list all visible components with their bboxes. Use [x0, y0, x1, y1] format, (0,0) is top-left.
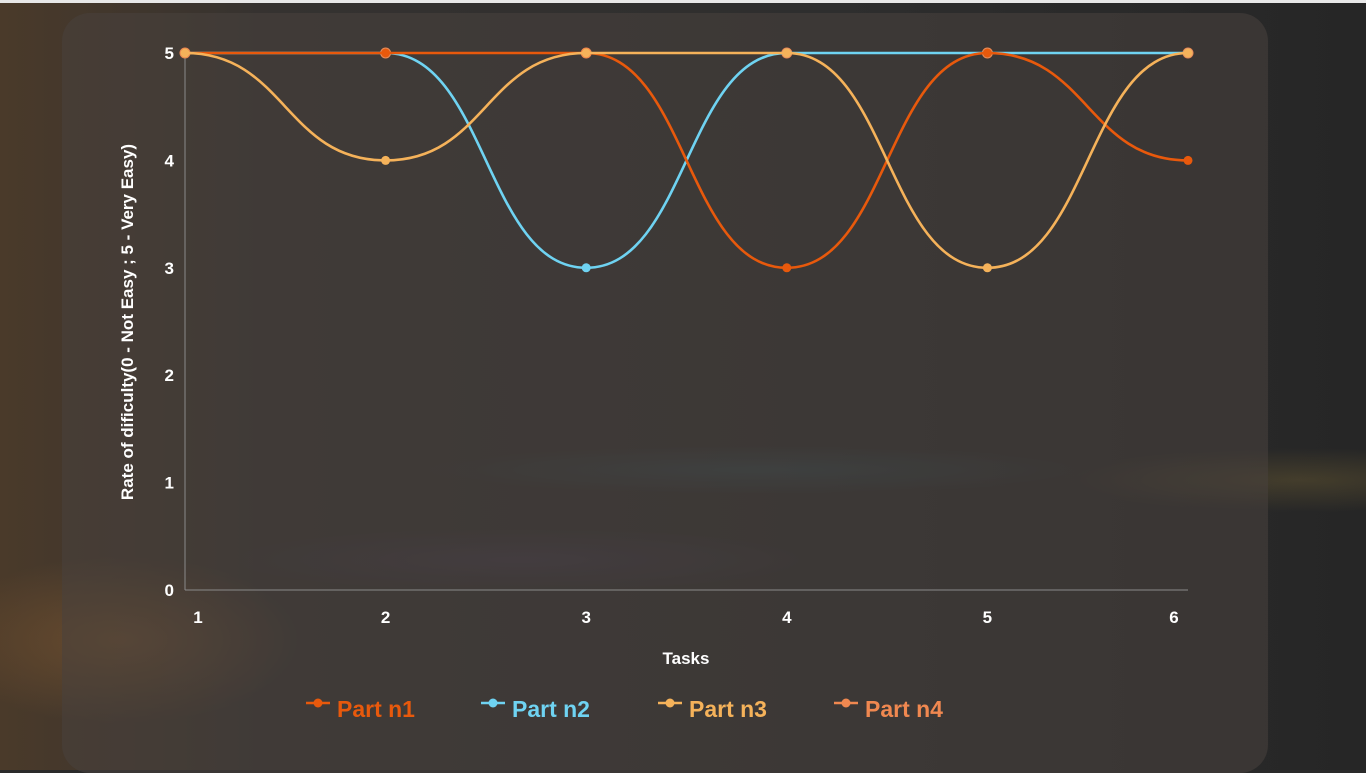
x-tick-labels: 1 2 3 4 5 6 [193, 608, 1178, 627]
chart-card [62, 13, 1268, 773]
y-tick-label: 3 [165, 259, 174, 278]
data-point[interactable] [782, 263, 792, 273]
x-tick-label: 4 [782, 608, 792, 627]
y-tick-label: 0 [165, 581, 174, 600]
data-point[interactable] [581, 48, 591, 58]
y-tick-label: 1 [165, 474, 174, 493]
legend-item-part-n1[interactable]: Part n1 [306, 696, 415, 722]
y-tick-label: 2 [165, 366, 174, 385]
data-point[interactable] [1183, 48, 1193, 58]
legend-label: Part n4 [865, 696, 943, 722]
data-point[interactable] [1183, 155, 1193, 165]
legend: Part n1 Part n2 Part n3 Part n4 [306, 696, 943, 722]
data-point[interactable] [381, 155, 391, 165]
series-group [179, 47, 1194, 273]
x-axis-title: Tasks [663, 649, 710, 668]
legend-dot-marker [665, 698, 675, 708]
x-tick-label: 2 [381, 608, 390, 627]
y-tick-label: 4 [165, 151, 175, 170]
legend-dot-marker [313, 698, 323, 708]
y-tick-label: 5 [165, 44, 174, 63]
top-bar [0, 0, 1366, 3]
x-tick-label: 5 [983, 608, 992, 627]
y-tick-labels: 0 1 2 3 4 5 [165, 44, 175, 600]
x-tick-label: 3 [581, 608, 590, 627]
series-part-n3 [180, 48, 1193, 273]
data-point[interactable] [982, 48, 992, 58]
data-point[interactable] [180, 48, 190, 58]
series-part-n1 [180, 48, 1193, 273]
data-point[interactable] [982, 263, 992, 273]
legend-dot-marker [488, 698, 498, 708]
legend-dot-marker [841, 698, 851, 708]
legend-item-part-n2[interactable]: Part n2 [481, 696, 590, 722]
legend-item-part-n3[interactable]: Part n3 [658, 696, 767, 722]
series-line [185, 51, 1189, 270]
y-axis-title: Rate of dificulty(0 - Not Easy ; 5 - Ver… [118, 144, 137, 500]
legend-item-part-n4[interactable]: Part n4 [834, 696, 943, 722]
data-point[interactable] [581, 263, 591, 273]
legend-label: Part n3 [689, 696, 767, 722]
legend-label: Part n2 [512, 696, 590, 722]
data-point[interactable] [782, 48, 792, 58]
x-tick-label: 6 [1169, 608, 1178, 627]
legend-label: Part n1 [337, 696, 415, 722]
data-point[interactable] [381, 48, 391, 58]
axes [184, 53, 1188, 591]
x-tick-label: 1 [193, 608, 202, 627]
series-line [184, 51, 1189, 270]
